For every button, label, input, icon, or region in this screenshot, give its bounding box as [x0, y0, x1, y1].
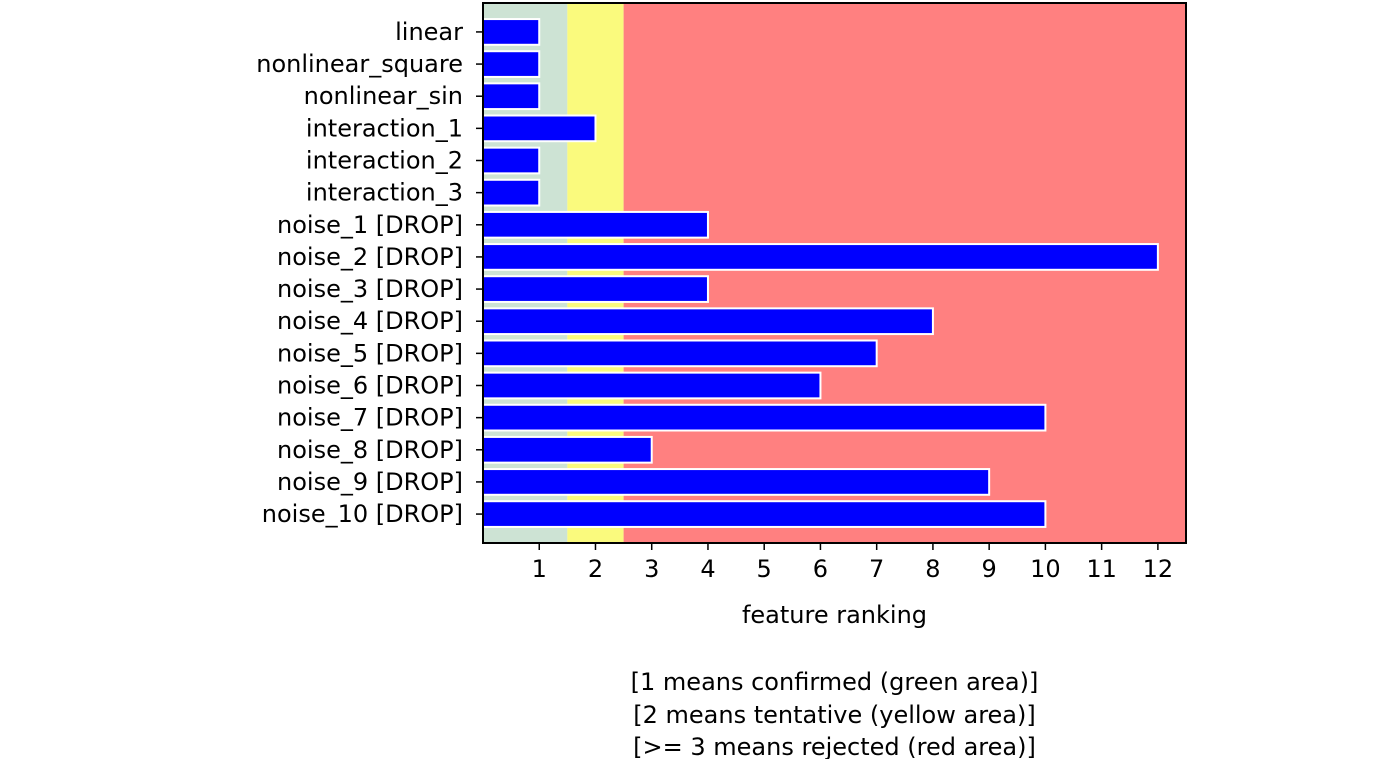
region-rejected — [623, 3, 1186, 543]
x-axis-label: feature ranking — [742, 601, 927, 629]
caption-line-confirmed: [1 means confirmed (green area)] — [631, 668, 1039, 696]
y-tick-label: interaction_2 — [306, 147, 463, 175]
y-tick-label: noise_2 [DROP] — [277, 243, 463, 271]
x-tick-label: 9 — [982, 555, 997, 583]
x-tick-label: 6 — [813, 555, 828, 583]
bar-9 — [482, 307, 934, 336]
bar-3 — [482, 114, 597, 143]
y-tick-label: interaction_3 — [306, 179, 463, 207]
bar-4 — [482, 146, 541, 175]
caption-line-rejected: [>= 3 means rejected (red area)] — [633, 733, 1036, 759]
x-tick-label: 3 — [644, 555, 659, 583]
y-category-labels: linear nonlinear_square nonlinear_sininter… — [256, 18, 483, 528]
legend-caption: [1 means confirmed (green area)] [2 mean… — [631, 668, 1039, 759]
bar-5 — [482, 178, 541, 207]
x-tick-label: 10 — [1030, 555, 1061, 583]
bar-12 — [482, 403, 1047, 432]
y-tick-label: noise_9 [DROP] — [277, 468, 463, 496]
y-tick-label: nonlinear_square — [256, 50, 463, 78]
x-tick-label: 7 — [869, 555, 884, 583]
caption-line-tentative: [2 means tentative (yellow area)] — [633, 701, 1036, 729]
y-tick-label: noise_5 [DROP] — [277, 339, 463, 367]
bar-10 — [482, 339, 878, 368]
bar-0 — [482, 18, 541, 46]
y-tick-label: noise_8 [DROP] — [277, 436, 463, 464]
y-tick-label: nonlinear_sin — [304, 82, 463, 110]
bar-11 — [482, 371, 822, 400]
y-tick-label: noise_7 [DROP] — [277, 404, 463, 432]
x-tick-label: 1 — [532, 555, 547, 583]
y-tick-label: interaction_1 — [306, 114, 463, 142]
x-ticks: 1 2 3 4 5 6 7 8 9 10 11 12 — [532, 543, 1174, 583]
y-tick-label: noise_10 [DROP] — [262, 500, 463, 528]
bar-1 — [482, 50, 541, 78]
bar-2 — [482, 82, 541, 111]
bar-13 — [482, 435, 653, 464]
y-tick-label: noise_4 [DROP] — [277, 307, 463, 335]
y-tick-label: noise_3 [DROP] — [277, 275, 463, 303]
bar-14 — [482, 468, 991, 496]
x-tick-label: 11 — [1086, 555, 1117, 583]
bar-15 — [482, 500, 1047, 528]
x-tick-label: 4 — [700, 555, 715, 583]
y-tick-label: noise_6 [DROP] — [277, 372, 463, 400]
plot-frame — [482, 2, 1187, 544]
bar-7 — [482, 243, 1159, 271]
ranking-regions — [483, 3, 1186, 543]
bar-8 — [482, 275, 709, 303]
y-tick-label: noise_1 [DROP] — [277, 211, 463, 239]
bar-6 — [482, 210, 709, 239]
x-tick-label: 2 — [588, 555, 603, 583]
y-tick-label: linear — [395, 18, 463, 46]
x-tick-label: 12 — [1143, 555, 1174, 583]
bars — [482, 18, 1159, 528]
x-tick-label: 8 — [925, 555, 940, 583]
x-tick-label: 5 — [757, 555, 772, 583]
